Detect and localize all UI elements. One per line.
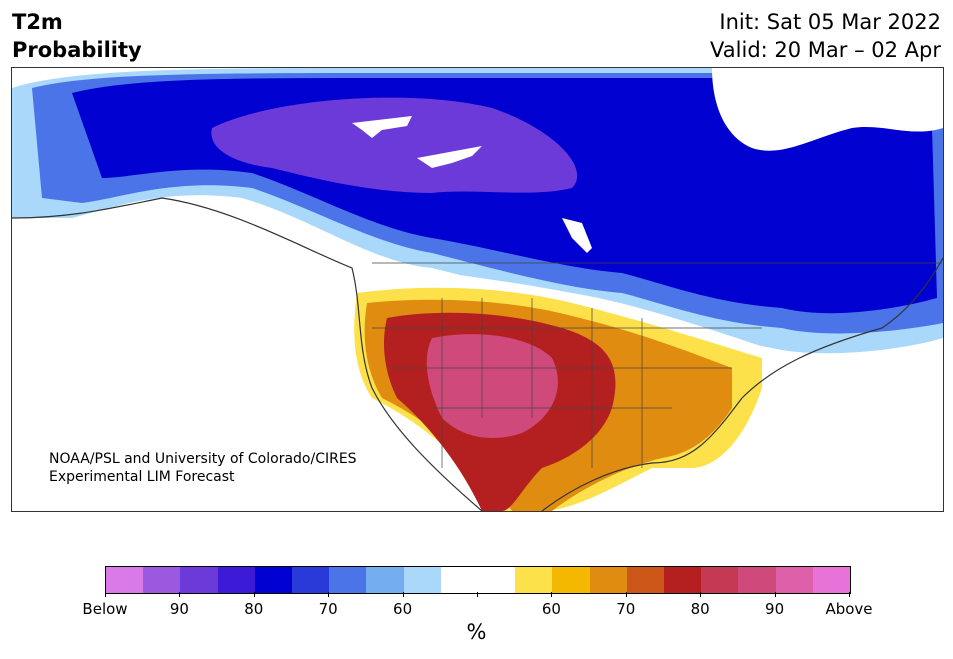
valid-range: Valid: 20 Mar – 02 Apr	[710, 38, 941, 62]
colorbar-tick-label: 60	[541, 600, 561, 618]
credit-text: NOAA/PSL and University of Colorado/CIRE…	[49, 450, 357, 486]
colorbar-segment	[738, 567, 776, 593]
colorbar	[105, 566, 851, 594]
colorbar-segment	[329, 567, 367, 593]
colorbar-tick-label: 80	[690, 600, 710, 618]
colorbar-segment	[589, 567, 627, 593]
cold-band-90	[211, 97, 578, 193]
colorbar-segment	[217, 567, 255, 593]
colorbar-segment	[626, 567, 665, 593]
colorbar-segment	[366, 567, 404, 593]
chart-title: T2m Probability	[12, 8, 142, 64]
colorbar-tick-label: 90	[765, 600, 785, 618]
colorbar-tick-label: 80	[244, 600, 264, 618]
colorbar-tick-label: 70	[616, 600, 636, 618]
colorbar-tick	[105, 592, 106, 597]
colorbar-tick	[849, 592, 850, 597]
state-borders	[372, 262, 942, 468]
colorbar-tick	[477, 592, 478, 597]
colorbar-segment	[143, 567, 181, 593]
colorbar-tick-label: Below	[82, 600, 128, 618]
colorbar-segment	[812, 567, 851, 593]
lake-winnipeg	[562, 218, 592, 253]
map-panel[interactable]	[11, 67, 944, 512]
colorbar-tick	[551, 592, 553, 597]
greenland	[712, 68, 943, 151]
title-line-1: T2m	[12, 10, 63, 34]
coastline	[12, 197, 943, 511]
credit-line-2: Experimental LIM Forecast	[49, 469, 235, 485]
colorbar-segment	[775, 567, 813, 593]
colorbar-tick-label: Above	[825, 600, 873, 618]
colorbar-tick	[253, 592, 255, 597]
colorbar-segment	[701, 567, 739, 593]
colorbar-segment	[180, 567, 218, 593]
probability-map	[12, 68, 943, 511]
great-bear-lake	[352, 116, 412, 138]
great-slave-lake	[417, 146, 482, 168]
colorbar-segment	[106, 567, 144, 593]
colorbar-segment	[440, 567, 516, 593]
colorbar-segment	[403, 567, 441, 593]
colorbar-tick-label: 90	[169, 600, 189, 618]
date-info: Init: Sat 05 Mar 2022 Valid: 20 Mar – 02…	[710, 8, 941, 64]
colorbar-segment	[292, 567, 330, 593]
title-line-2: Probability	[12, 38, 142, 62]
colorbar-ticks: Below 90 80 70 60 60 70 80 90 Above	[82, 592, 873, 622]
colorbar-tick	[402, 592, 404, 597]
colorbar-segment	[254, 567, 293, 593]
colorbar-segment	[664, 567, 702, 593]
colorbar-tick-label: 70	[318, 600, 338, 618]
colorbar-segment	[552, 567, 590, 593]
colorbar-segment	[515, 567, 553, 593]
init-date: Init: Sat 05 Mar 2022	[719, 10, 941, 34]
colorbar-tick	[774, 592, 776, 597]
colorbar-tick-label: 60	[393, 600, 413, 618]
credit-line-1: NOAA/PSL and University of Colorado/CIRE…	[49, 451, 357, 467]
colorbar-tick	[179, 592, 181, 597]
warm-band-90	[426, 334, 558, 438]
colorbar-tick	[700, 592, 702, 597]
colorbar-unit: %	[466, 620, 487, 644]
colorbar-tick	[625, 592, 627, 597]
colorbar-tick	[328, 592, 330, 597]
